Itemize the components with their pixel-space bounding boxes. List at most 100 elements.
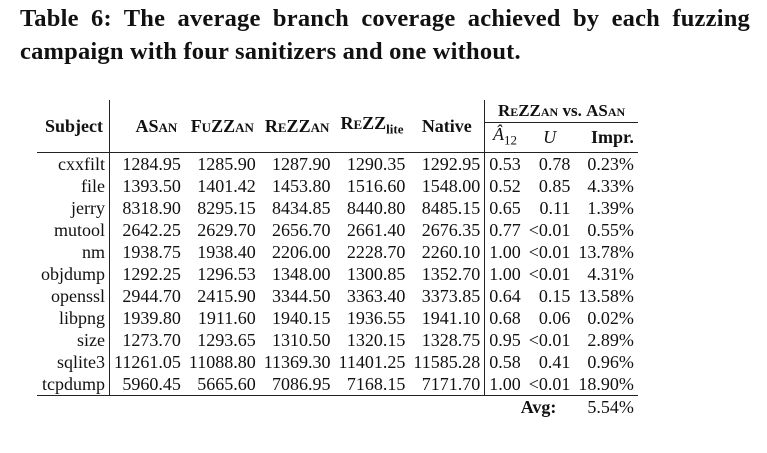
avg-label: Avg: — [520, 396, 557, 417]
cell-impr: 0.23% — [587, 153, 634, 174]
cell-asan: 8318.90 — [122, 197, 181, 218]
cell-rezzan: 7086.95 — [259, 372, 335, 396]
table-row: openssl 2944.70 2415.90 3344.50 3363.40 3373.… — [37, 284, 638, 307]
avg-value: 5.54% — [587, 396, 634, 417]
table-row: tcpdump 5960.45 5665.60 7086.95 7168.15 7171.… — [37, 372, 638, 396]
cell-u: 0.06 — [538, 307, 571, 328]
cell-fuzzan: 5665.60 — [184, 372, 260, 396]
cell-rezzlite: 1320.15 — [346, 329, 406, 350]
cell-asan: 1938.75 — [122, 241, 181, 262]
header-u: U — [524, 122, 575, 153]
cell-impr: 0.02% — [587, 307, 634, 328]
cell-fuzzan: 1938.40 — [197, 241, 256, 262]
table-row: sqlite3 11261.05 11088.80 11369.30 11401.25 1… — [37, 350, 638, 373]
cell-subject: sqlite3 — [37, 350, 111, 373]
cell-u: 0.41 — [538, 351, 571, 372]
average-row: Avg: 5.54% — [37, 395, 638, 418]
cell-fuzzan: 1293.65 — [197, 329, 256, 350]
cell-a12: 1.00 — [489, 241, 521, 262]
table-row: nm 1938.75 1938.40 2206.00 2228.70 2260.10 1.0… — [37, 240, 638, 263]
cell-native: 1328.75 — [409, 328, 486, 351]
cell-subject: nm — [37, 240, 111, 263]
cell-rezzlite: 7168.15 — [334, 372, 410, 396]
cell-asan: 2642.25 — [122, 219, 181, 240]
cell-asan: 1292.25 — [122, 263, 181, 284]
cell-native: 1292.95 — [409, 152, 486, 175]
header-group-right: ASan — [586, 101, 626, 120]
cell-subject: openssl — [37, 284, 111, 307]
table-row: mutool 2642.25 2629.70 2656.70 2661.40 2676.3… — [37, 218, 638, 241]
header-native: Native — [409, 100, 486, 153]
cell-native: 8485.15 — [409, 196, 486, 219]
cell-rezzan: 1348.00 — [272, 263, 331, 284]
cell-asan: 5960.45 — [109, 372, 185, 396]
cell-native: 1941.10 — [409, 306, 486, 329]
header-rezzlite-main: ReZZ — [340, 112, 387, 133]
header-asan: ASan — [109, 100, 185, 153]
header-row-1: Subject ASan FuZZan ReZZan ReZZlite Nati… — [37, 100, 638, 153]
cell-rezzan: 2206.00 — [272, 241, 331, 262]
cell-rezzlite: 1290.35 — [346, 153, 406, 174]
cell-a12: 0.68 — [489, 307, 521, 328]
header-a12: Â12 — [484, 122, 525, 153]
header-group-left: ReZZan — [497, 101, 559, 120]
cell-impr: 4.33% — [587, 175, 634, 196]
cell-a12: 0.64 — [489, 285, 521, 306]
header-rezzlite: ReZZlite — [334, 100, 410, 153]
cell-u: <0.01 — [528, 329, 571, 350]
cell-rezzlite: 2661.40 — [346, 219, 406, 240]
cell-asan: 1939.80 — [122, 307, 181, 328]
cell-native: 11585.28 — [409, 350, 486, 373]
coverage-table: Subject ASan FuZZan ReZZan ReZZlite Nati… — [37, 100, 638, 418]
cell-asan: 1393.50 — [122, 175, 181, 196]
cell-native: 2676.35 — [409, 218, 486, 241]
cell-native: 1548.00 — [409, 174, 486, 197]
cell-u: 0.78 — [538, 153, 571, 174]
cell-fuzzan: 2415.90 — [197, 285, 256, 306]
cell-native: 2260.10 — [409, 240, 486, 263]
cell-rezzan: 3344.50 — [272, 285, 331, 306]
table-body: cxxfilt 1284.95 1285.90 1287.90 1290.35 1292.… — [37, 152, 638, 418]
cell-rezzan: 8434.85 — [272, 197, 331, 218]
cell-subject: file — [37, 174, 111, 197]
cell-subject: libpng — [37, 306, 111, 329]
cell-u: <0.01 — [528, 219, 571, 240]
cell-a12: 1.00 — [489, 263, 521, 284]
cell-impr: 0.96% — [587, 351, 634, 372]
cell-native: 7171.70 — [409, 372, 486, 396]
cell-impr: 18.90% — [574, 372, 638, 396]
cell-fuzzan: 1911.60 — [197, 307, 256, 328]
cell-rezzlite: 2228.70 — [346, 241, 406, 262]
cell-u: 0.11 — [539, 197, 571, 218]
header-rezzlite-sub: lite — [386, 121, 404, 137]
cell-fuzzan: 2629.70 — [197, 219, 256, 240]
cell-u: 0.15 — [538, 285, 571, 306]
cell-u: <0.01 — [524, 372, 575, 396]
table-row: size 1273.70 1293.65 1310.50 1320.15 1328.75 0… — [37, 328, 638, 351]
cell-impr: 2.89% — [587, 329, 634, 350]
table-row: objdump 1292.25 1296.53 1348.00 1300.85 1352.… — [37, 262, 638, 285]
header-impr: Impr. — [574, 122, 638, 153]
cell-u: <0.01 — [528, 241, 571, 262]
cell-fuzzan: 1285.90 — [197, 153, 256, 174]
table-row: jerry 8318.90 8295.15 8434.85 8440.80 8485.15… — [37, 196, 638, 219]
table-row: cxxfilt 1284.95 1285.90 1287.90 1290.35 1292.… — [37, 152, 638, 175]
cell-native: 1352.70 — [409, 262, 486, 285]
cell-asan: 1273.70 — [122, 329, 181, 350]
cell-rezzan: 1310.50 — [272, 329, 331, 350]
cell-fuzzan: 8295.15 — [197, 197, 256, 218]
cell-u: 0.85 — [538, 175, 571, 196]
cell-a12: 0.53 — [489, 153, 521, 174]
cell-rezzan: 1287.90 — [272, 153, 331, 174]
cell-subject: jerry — [37, 196, 111, 219]
cell-fuzzan: 1296.53 — [197, 263, 256, 284]
cell-a12: 1.00 — [484, 372, 525, 396]
cell-subject: cxxfilt — [37, 152, 111, 175]
header-fuzzan: FuZZan — [184, 100, 260, 153]
cell-rezzan: 1453.80 — [272, 175, 331, 196]
cell-fuzzan: 11088.80 — [188, 351, 256, 372]
cell-subject: size — [37, 328, 111, 351]
cell-native: 3373.85 — [409, 284, 486, 307]
cell-rezzlite: 3363.40 — [346, 285, 406, 306]
cell-asan: 1284.95 — [122, 153, 181, 174]
